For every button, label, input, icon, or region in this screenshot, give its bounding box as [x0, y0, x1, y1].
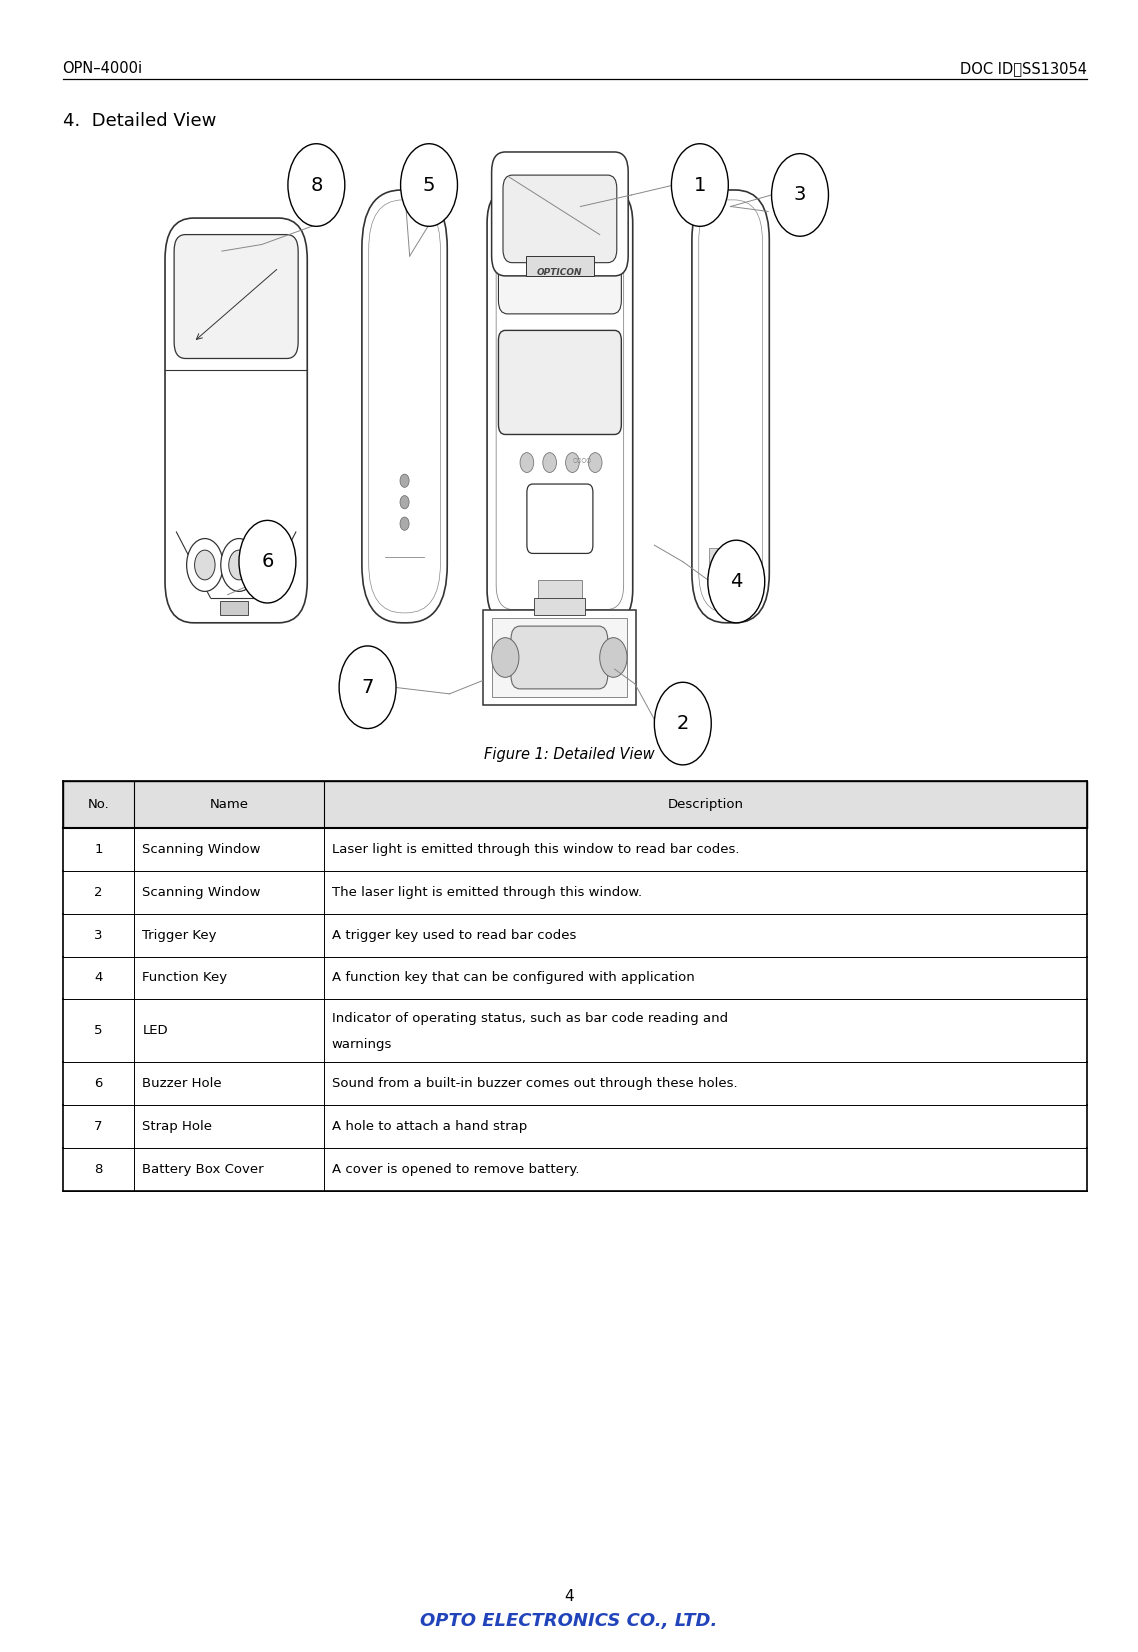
FancyBboxPatch shape — [362, 190, 447, 623]
Bar — [63, 999, 1087, 1062]
Circle shape — [195, 550, 215, 580]
Text: Trigger Key: Trigger Key — [142, 928, 216, 942]
Bar — [220, 601, 248, 615]
Text: 5: 5 — [94, 1024, 102, 1037]
Text: 2: 2 — [94, 885, 102, 899]
FancyBboxPatch shape — [496, 203, 624, 610]
Circle shape — [708, 540, 765, 623]
FancyBboxPatch shape — [527, 484, 593, 553]
Text: 6: 6 — [94, 1077, 102, 1090]
Text: Scanning Window: Scanning Window — [142, 885, 261, 899]
Circle shape — [401, 144, 457, 226]
Text: 4.  Detailed View: 4. Detailed View — [63, 112, 216, 131]
Text: 8: 8 — [94, 1163, 102, 1176]
Circle shape — [520, 453, 534, 472]
Bar — [63, 1062, 1087, 1105]
FancyBboxPatch shape — [498, 231, 621, 314]
Circle shape — [239, 520, 296, 603]
Text: OPTO ELECTRONICS CO., LTD.: OPTO ELECTRONICS CO., LTD. — [420, 1612, 718, 1631]
Text: 4: 4 — [564, 1589, 574, 1604]
Bar — [63, 871, 1087, 914]
Text: 4: 4 — [94, 971, 102, 985]
Text: 1: 1 — [94, 843, 102, 856]
Circle shape — [399, 496, 410, 509]
Circle shape — [772, 154, 828, 236]
Text: Indicator of operating status, such as bar code reading and: Indicator of operating status, such as b… — [332, 1011, 728, 1024]
Text: 4: 4 — [731, 572, 742, 591]
Text: OPTICON: OPTICON — [537, 268, 583, 278]
Circle shape — [263, 550, 283, 580]
Circle shape — [600, 638, 627, 677]
Text: 6: 6 — [262, 552, 273, 572]
Text: Laser light is emitted through this window to read bar codes.: Laser light is emitted through this wind… — [332, 843, 740, 856]
Text: 7: 7 — [362, 677, 373, 697]
Text: 7: 7 — [94, 1120, 102, 1133]
Circle shape — [543, 453, 556, 472]
Circle shape — [187, 539, 223, 591]
Bar — [538, 580, 582, 610]
Circle shape — [671, 144, 728, 226]
Bar — [483, 610, 636, 705]
Text: Buzzer Hole: Buzzer Hole — [142, 1077, 222, 1090]
Text: A trigger key used to read bar codes: A trigger key used to read bar codes — [332, 928, 576, 942]
Bar — [492, 618, 627, 697]
Text: A function key that can be configured with application: A function key that can be configured wi… — [332, 971, 694, 985]
Text: Name: Name — [209, 798, 248, 811]
FancyBboxPatch shape — [511, 626, 608, 689]
Circle shape — [654, 682, 711, 765]
Text: Figure 1: Detailed View: Figure 1: Detailed View — [484, 747, 654, 762]
Bar — [63, 957, 1087, 999]
Text: LED: LED — [142, 1024, 168, 1037]
FancyBboxPatch shape — [369, 200, 440, 613]
FancyBboxPatch shape — [487, 190, 633, 623]
Bar — [63, 1105, 1087, 1148]
Text: 1: 1 — [694, 175, 706, 195]
Bar — [63, 828, 1087, 871]
Circle shape — [492, 638, 519, 677]
Circle shape — [229, 550, 249, 580]
Bar — [63, 1148, 1087, 1191]
Text: Battery Box Cover: Battery Box Cover — [142, 1163, 264, 1176]
FancyBboxPatch shape — [692, 190, 769, 623]
Text: 8: 8 — [311, 175, 322, 195]
Text: ○○○○: ○○○○ — [572, 456, 592, 463]
Bar — [709, 548, 752, 582]
Circle shape — [399, 474, 410, 487]
Text: No.: No. — [88, 798, 109, 811]
Circle shape — [221, 539, 257, 591]
Bar — [63, 914, 1087, 957]
FancyBboxPatch shape — [174, 235, 298, 358]
Text: 2: 2 — [677, 714, 688, 733]
Bar — [534, 598, 585, 615]
Text: 5: 5 — [423, 175, 435, 195]
Text: OPN–4000i: OPN–4000i — [63, 61, 142, 76]
Text: Function Key: Function Key — [142, 971, 228, 985]
FancyBboxPatch shape — [492, 152, 628, 276]
Text: DOC ID：SS13054: DOC ID：SS13054 — [959, 61, 1087, 76]
Circle shape — [588, 453, 602, 472]
Text: 3: 3 — [794, 185, 806, 205]
Circle shape — [288, 144, 345, 226]
FancyBboxPatch shape — [498, 330, 621, 434]
Text: A hole to attach a hand strap: A hole to attach a hand strap — [332, 1120, 527, 1133]
Text: The laser light is emitted through this window.: The laser light is emitted through this … — [332, 885, 642, 899]
Text: Sound from a built-in buzzer comes out through these holes.: Sound from a built-in buzzer comes out t… — [332, 1077, 737, 1090]
Text: warnings: warnings — [332, 1037, 393, 1051]
FancyBboxPatch shape — [165, 218, 307, 623]
Bar — [63, 781, 1087, 828]
Text: 3: 3 — [94, 928, 102, 942]
Text: Description: Description — [667, 798, 743, 811]
Circle shape — [255, 539, 291, 591]
Bar — [526, 256, 594, 276]
Circle shape — [339, 646, 396, 729]
Text: Strap Hole: Strap Hole — [142, 1120, 213, 1133]
Circle shape — [566, 453, 579, 472]
FancyBboxPatch shape — [503, 175, 617, 263]
FancyBboxPatch shape — [699, 200, 762, 613]
Text: A cover is opened to remove battery.: A cover is opened to remove battery. — [332, 1163, 579, 1176]
Text: Scanning Window: Scanning Window — [142, 843, 261, 856]
Circle shape — [399, 517, 410, 530]
